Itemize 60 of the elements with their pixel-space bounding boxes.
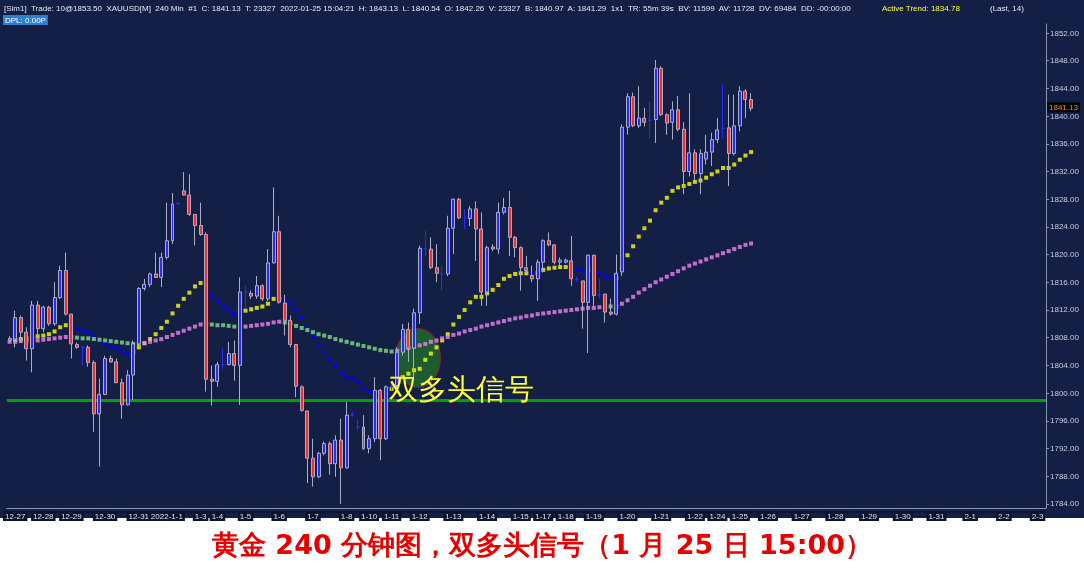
x-tick-label: 12-30	[94, 511, 116, 521]
x-tick-label: 1-12	[411, 511, 429, 521]
x-tick-label: 1-5	[239, 511, 252, 521]
x-tick-label: 1-19	[585, 511, 603, 521]
text: 黄金 240 分钟图，双多头信号（1 月 25 日 15:00）	[210, 529, 873, 560]
y-tick-label: 1812.00	[1050, 305, 1080, 315]
text: [Sim1] Trade: 10@1853.50 XAUUSD[M] 240 Min #1 C: 1841.13 T: 23327 2022-01-25 15:04:21 H: 1843.13 L: 1840.54 O: 1842.26 V: 23327 B: 1840.97 A: 1841.29 1x1 TR: 55m 39s BV: 11599 AV: 11728 DV: 69484 DD: -00:00:00	[4, 3, 852, 13]
y-tick-label: 1840.00	[1050, 111, 1080, 121]
text: (Last, 14)	[990, 3, 1025, 13]
y-tick-label: 1836.00	[1050, 139, 1080, 149]
x-tick-label: 1-18	[557, 511, 575, 521]
y-tick-label: 1784.00	[1050, 499, 1080, 509]
x-tick-label: 1-7	[307, 511, 320, 521]
y-tick-label: 1820.00	[1050, 250, 1080, 260]
x-tick-label: 1-10	[361, 511, 378, 521]
annotation: 双多头信号	[389, 371, 534, 406]
x-tick-label: 1-27	[793, 511, 811, 521]
x-tick-label: 1-31	[928, 511, 946, 521]
x-tick-label: 1-11	[383, 511, 400, 521]
y-tick-label: 1848.00	[1050, 56, 1080, 66]
y-tick-label: 1800.00	[1050, 388, 1080, 398]
y-tick-label: 1796.00	[1050, 416, 1080, 426]
x-tick-label: 1-24	[709, 511, 726, 521]
x-tick-label: 1-8	[340, 511, 353, 521]
x-tick-label: 1-6	[273, 511, 286, 521]
y-tick-label: 1824.00	[1050, 222, 1080, 232]
x-tick-label: 1-3	[194, 511, 207, 521]
y-tick-label: 1844.00	[1050, 83, 1080, 93]
x-tick-label: 1-4	[211, 511, 224, 521]
x-tick-label: 12-28	[33, 511, 55, 521]
x-tick-label: 1-28	[827, 511, 844, 521]
annotation: 1841.13	[1049, 102, 1079, 112]
y-tick-label: 1788.00	[1050, 471, 1080, 481]
x-tick-label: 2-1	[964, 511, 977, 521]
x-tick-label: 1-29	[861, 511, 878, 521]
y-tick-label: 1832.00	[1050, 166, 1080, 176]
x-tick-label: 12-31	[128, 511, 150, 521]
text: Active Trend: 1834.78	[882, 3, 961, 13]
y-tick-label: 1792.00	[1050, 443, 1080, 453]
x-tick-label: 2-3	[1031, 511, 1044, 521]
x-tick-label: 1-22	[686, 511, 704, 521]
y-tick-label: 1816.00	[1050, 277, 1080, 287]
y-tick-label: 1808.00	[1050, 333, 1080, 343]
y-tick-label: 1828.00	[1050, 194, 1080, 204]
x-tick-label: 1-30	[894, 511, 912, 521]
x-tick-label: 12-27	[4, 511, 26, 521]
x-tick-label: 1-17	[535, 511, 552, 521]
x-tick-label: 2022-1-1	[150, 511, 184, 521]
x-tick-label: 2-2	[998, 511, 1011, 521]
x-tick-label: 1-14	[479, 511, 496, 521]
x-tick-label: 1-25	[731, 511, 749, 521]
x-tick-label: 1-21	[653, 511, 670, 521]
y-tick-label: 1804.00	[1050, 360, 1080, 370]
x-tick-label: 1-13	[445, 511, 462, 521]
x-tick-label: 1-15	[512, 511, 530, 521]
x-tick-label: 1-26	[759, 511, 777, 521]
x-tick-label: 12-29	[61, 511, 83, 521]
annotation: DPL: 0.00P	[5, 15, 46, 25]
x-tick-label: 1-20	[619, 511, 637, 521]
y-tick-label: 1852.00	[1050, 28, 1080, 38]
